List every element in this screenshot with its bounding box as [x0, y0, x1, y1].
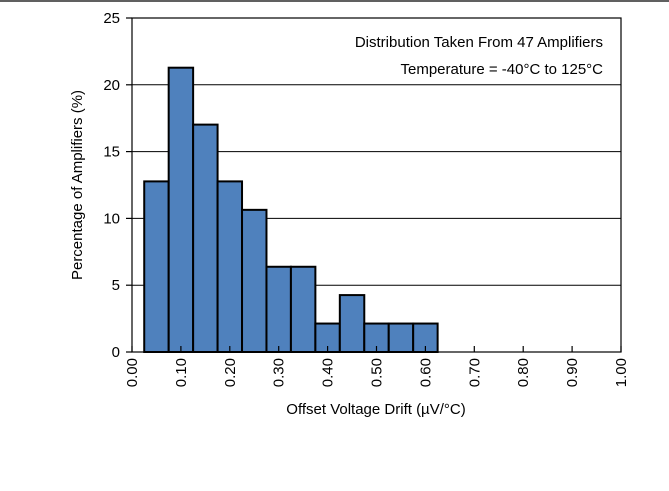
- x-tick-label: 0.70: [466, 358, 483, 387]
- x-tick-label: 0.50: [369, 358, 386, 387]
- annotation-temperature: Temperature = -40°C to 125°C: [400, 61, 603, 78]
- x-axis-title: Offset Voltage Drift (µV/°C): [286, 401, 465, 418]
- y-axis-title: Percentage of Amplifiers (%): [69, 90, 86, 280]
- y-tick-label: 25: [103, 10, 120, 27]
- y-tick-label: 0: [112, 344, 120, 361]
- histogram-bar: [216, 180, 244, 353]
- x-tick-label: 0.10: [173, 358, 190, 387]
- x-tick-label: 0.80: [515, 358, 532, 387]
- bars: [143, 66, 439, 354]
- histogram-bar: [167, 66, 195, 354]
- x-tick-label: 0.00: [124, 358, 141, 387]
- histogram-bar: [387, 322, 415, 354]
- y-tick-label: 20: [103, 77, 120, 94]
- x-tick-label: 0.20: [222, 358, 239, 387]
- histogram-bar: [289, 265, 317, 354]
- axis-ticks: [126, 17, 622, 353]
- x-tick-label: 1.00: [613, 358, 630, 387]
- y-tick-label: 5: [112, 277, 120, 294]
- histogram-bar: [265, 265, 292, 354]
- histogram-bar: [241, 208, 268, 353]
- histogram-bar: [143, 180, 170, 353]
- annotation-distribution: Distribution Taken From 47 Amplifiers: [355, 34, 603, 51]
- histogram-bar: [338, 294, 366, 353]
- histogram-bar: [192, 123, 219, 354]
- y-tick-label: 10: [103, 210, 120, 227]
- x-tick-label: 0.40: [320, 358, 337, 387]
- y-tick-label: 15: [103, 144, 120, 161]
- x-tick-label: 0.90: [564, 358, 581, 387]
- tick-labels: 0 5 10 15 20 25 0.00 0.10 0.20 0.30 0.40 0.50 0.60 0.…: [103, 10, 630, 387]
- x-tick-label: 0.60: [417, 358, 434, 387]
- x-tick-label: 0.30: [271, 358, 288, 387]
